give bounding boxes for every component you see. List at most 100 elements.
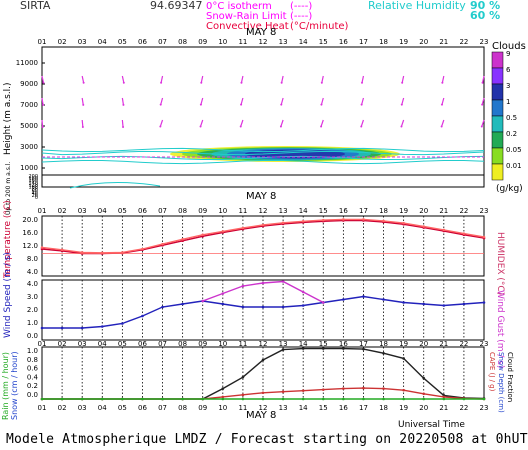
colorbar-swatch (491, 115, 504, 133)
low-height-tick: 160 (28, 178, 38, 184)
colorbar-level: 0.01 (506, 162, 522, 170)
data-point (121, 397, 124, 401)
y-tick: 12.0 (22, 242, 38, 250)
data-point (402, 388, 405, 392)
data-point (261, 223, 265, 227)
colorbar-swatch (491, 51, 504, 69)
height-axis: 1100090007000500030001000200180160140120… (16, 59, 45, 201)
data-point (442, 397, 446, 401)
height-tick: 5000 (20, 122, 38, 130)
hour-label: 14 (299, 340, 308, 348)
data-point (40, 246, 44, 249)
hour-label: 08 (178, 404, 187, 412)
rh-contour (41, 147, 485, 153)
data-point (261, 391, 265, 395)
legend-style-1: (----) (290, 11, 312, 22)
wind-arrow (200, 75, 204, 83)
hour-label: 10 (218, 404, 227, 412)
gust-label: Wind Gust (m / s) (495, 290, 505, 368)
data-point (482, 235, 486, 239)
rain-ylabel: Rain (mm / hour) (1, 352, 10, 420)
data-point (422, 302, 426, 306)
hour-label: 20 (419, 38, 428, 46)
wind-arrow (121, 75, 125, 83)
rain-panel: Rain (mm / hour) Snow (cm / hour) CAPE (… (1, 346, 514, 420)
data-point (442, 228, 446, 232)
wind-ylabel: Wind Speed (m / s) (3, 252, 13, 338)
hour-label: 04 (98, 404, 107, 412)
wind-arrow (160, 97, 164, 105)
hour-label: 01 (38, 404, 47, 412)
hour-label: 03 (78, 38, 87, 46)
hour-label: 07 (158, 404, 167, 412)
hour-label: 03 (78, 207, 87, 215)
hour-label: 07 (158, 38, 167, 46)
height-panel-frame (41, 46, 485, 188)
wind-arrow (41, 119, 44, 128)
hour-label: 23 (480, 207, 489, 215)
hour-label: 07 (158, 207, 167, 215)
hour-label: 11 (238, 207, 247, 215)
wind-arrow (320, 97, 324, 105)
colorbar-level: 6 (506, 66, 511, 74)
hour-label: 09 (198, 38, 207, 46)
data-point (362, 347, 365, 351)
data-point (261, 397, 265, 401)
data-point (161, 397, 164, 401)
y-tick: 0.8 (27, 356, 38, 364)
wind-arrow (401, 97, 405, 105)
wind-arrow (159, 119, 164, 127)
data-point (482, 301, 486, 304)
data-point (221, 302, 225, 306)
data-point (382, 387, 385, 390)
hour-label: 05 (118, 207, 127, 215)
hour-label: 18 (379, 404, 388, 412)
height-sublabel: Up to 200 m a.s.l. (5, 162, 12, 215)
hour-label: 15 (319, 38, 328, 46)
hour-label: 01 (38, 340, 47, 348)
data-point (362, 295, 365, 298)
data-point (402, 301, 405, 304)
hour-label: 11 (238, 340, 247, 348)
low-height-tick: 60 (32, 189, 38, 195)
y-tick: 0.6 (27, 365, 39, 373)
data-point (301, 304, 305, 307)
wind-arrow (240, 97, 244, 105)
y-tick: 0.4 (27, 373, 39, 381)
hour-label: 17 (359, 207, 368, 215)
data-point (362, 218, 365, 221)
hour-label: 04 (98, 340, 107, 348)
snow-ylabel: Snow (cm / hour) (10, 351, 19, 420)
wind-arrow (441, 119, 445, 127)
hour-label: 21 (439, 404, 448, 412)
legend-label-2: Convective Heat (206, 21, 289, 32)
header: SIRTA 94.69347 0°C isotherm (----)Snow-Ra… (20, 0, 500, 32)
hour-label: 13 (279, 404, 288, 412)
temperature-ylabel: Temperature (°C) (3, 200, 13, 279)
data-point (281, 221, 285, 225)
cloud-colorbar: Clouds (g/kg) 9 6 3 1 0.5 0.2 0.05 0.01 (491, 41, 526, 194)
wind-arrow (41, 75, 45, 83)
data-point (40, 397, 44, 401)
hour-label: 04 (98, 38, 107, 46)
wind-arrow (400, 119, 405, 127)
data-point (402, 221, 405, 225)
hour-label: 05 (118, 340, 127, 348)
temperature-panel: Temperature (°C) HUMIDEX (°C) 20.0 16.0 12… (3, 200, 505, 295)
colorbar-level: 1 (506, 98, 510, 106)
rh-contour (41, 159, 485, 165)
wind-arrow (281, 75, 284, 83)
series-line-cloud-fraction (42, 347, 485, 400)
data-point (221, 395, 225, 399)
hour-label: 06 (138, 38, 147, 46)
data-point (301, 389, 305, 392)
wind-arrow (240, 75, 244, 83)
hour-label: 08 (178, 207, 187, 215)
low-height-tick: 20 (32, 193, 38, 199)
wind-arrow (441, 75, 445, 83)
colorbar-level: 3 (506, 82, 510, 90)
data-point (60, 326, 64, 330)
y-tick: 2.0 (27, 306, 38, 314)
hour-label: 21 (439, 340, 448, 348)
data-point (181, 397, 184, 401)
